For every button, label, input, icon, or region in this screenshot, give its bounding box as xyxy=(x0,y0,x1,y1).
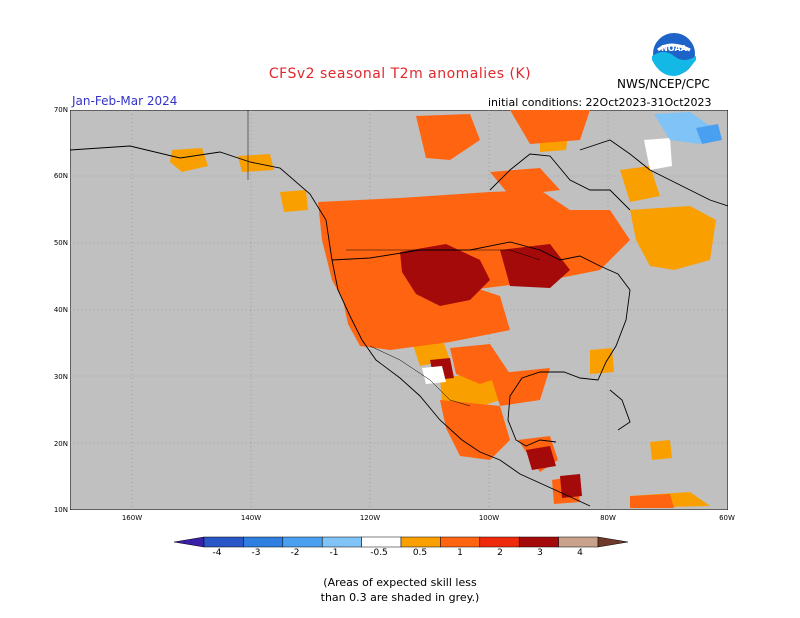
colorbar-segment xyxy=(361,536,402,548)
noaa-logo: NOAA xyxy=(650,30,698,82)
colorbar-label: 2 xyxy=(497,548,503,558)
lon-label-80w: 80W xyxy=(600,514,616,522)
colorbar-label: -3 xyxy=(251,548,261,558)
colorbar xyxy=(173,534,629,553)
season-label: Jan-Feb-Mar 2024 xyxy=(72,94,178,108)
lat-label-10n: 10N xyxy=(53,506,68,514)
borders xyxy=(247,110,541,407)
lat-label-70n: 70N xyxy=(53,106,68,114)
lon-label-160w: 160W xyxy=(121,514,143,522)
lat-label-60n: 60N xyxy=(53,172,68,180)
lat-label-50n: 50N xyxy=(53,239,68,247)
colorbar-segment xyxy=(203,536,244,548)
anomaly-map xyxy=(69,109,729,514)
map-title: CFSv2 seasonal T2m anomalies (K) xyxy=(268,66,532,82)
colorbar-label: 3 xyxy=(537,548,543,558)
colorbar-label: -2 xyxy=(290,548,300,558)
colorbar-arrow-high xyxy=(597,536,629,548)
colorbar-segment xyxy=(479,536,520,548)
colorbar-segment xyxy=(400,536,441,548)
colorbar-segment xyxy=(321,536,362,548)
lon-label-100w: 100W xyxy=(478,514,500,522)
colorbar-segment xyxy=(282,536,323,548)
lon-label-60w: 60W xyxy=(719,514,735,522)
colorbar-segment xyxy=(440,536,481,548)
colorbar-label: -1 xyxy=(329,548,339,558)
agency-label: NWS/NCEP/CPC xyxy=(617,77,710,91)
colorbar-label: 1 xyxy=(457,548,463,558)
skill-note: (Areas of expected skill less than 0.3 a… xyxy=(0,575,800,605)
logo-text: NOAA xyxy=(661,44,687,53)
colorbar-arrow-low xyxy=(173,536,205,548)
skill-note-line-2: than 0.3 are shaded in grey.) xyxy=(320,591,480,604)
colorbar-segment xyxy=(558,536,599,548)
skill-note-line-1: (Areas of expected skill less xyxy=(323,576,477,589)
lat-label-20n: 20N xyxy=(53,440,68,448)
coastlines xyxy=(69,139,729,507)
anomaly-patches xyxy=(170,110,722,508)
lon-label-140w: 140W xyxy=(240,514,262,522)
lat-label-40n: 40N xyxy=(53,306,68,314)
colorbar-segment xyxy=(518,536,559,548)
colorbar-label: -0.5 xyxy=(370,548,388,558)
colorbar-label: 0.5 xyxy=(412,548,428,558)
colorbar-label: 4 xyxy=(577,548,583,558)
lon-label-120w: 120W xyxy=(359,514,381,522)
lat-label-30n: 30N xyxy=(53,373,68,381)
colorbar-segment xyxy=(243,536,284,548)
initial-conditions-label: initial conditions: 22Oct2023-31Oct2023 xyxy=(488,96,712,109)
colorbar-label: -4 xyxy=(212,548,222,558)
